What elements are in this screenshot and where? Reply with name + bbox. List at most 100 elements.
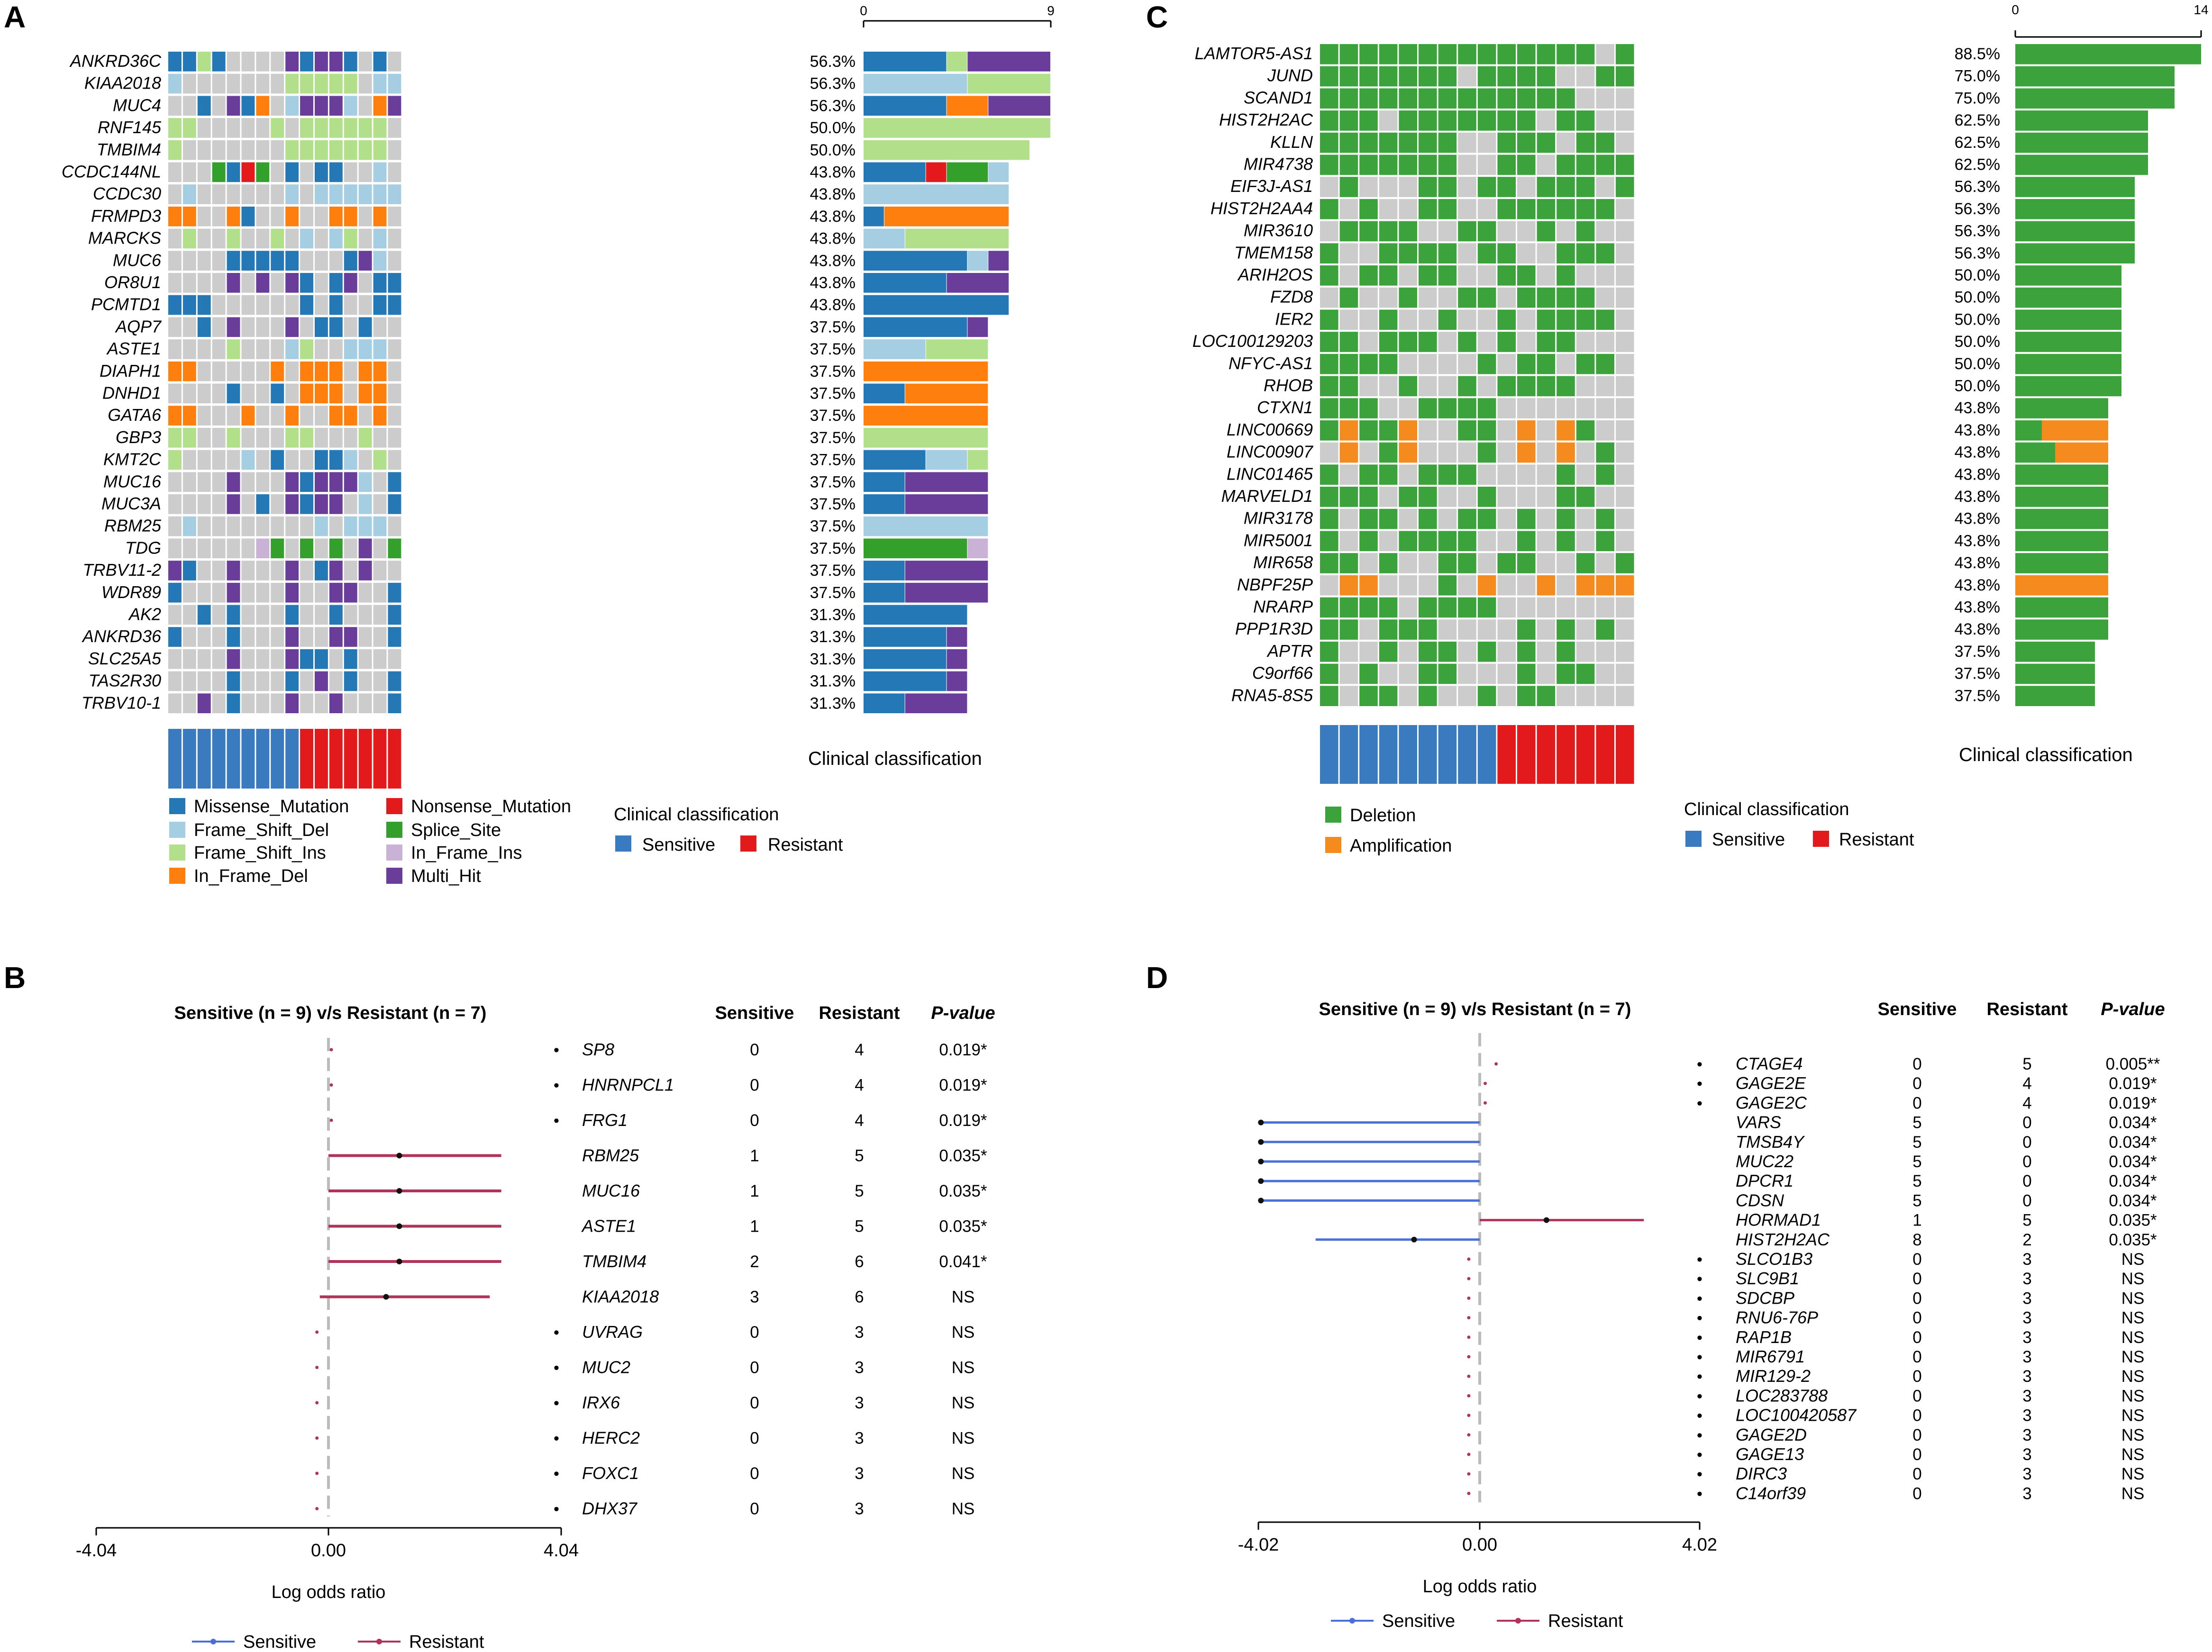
panel-c-cell [1477, 154, 1496, 175]
panel-c-cell [1339, 641, 1358, 662]
panel-d-col-pvalue: P-value [2101, 999, 2165, 1019]
panel-a-cell [358, 52, 372, 72]
panel-c-cell [1399, 619, 1417, 640]
panel-c-cell [1616, 464, 1634, 485]
panel-a-cell [182, 450, 196, 470]
panel-c-cell [1379, 110, 1398, 131]
panel-a-cell [271, 406, 284, 426]
panel-a-cell [344, 494, 357, 514]
panel-c-bar-segment [2015, 619, 2108, 640]
panel-a-cell [212, 96, 226, 116]
panel-c-cell [1419, 309, 1437, 330]
panel-a-cell [168, 52, 182, 72]
panel-c-gene-label: MIR3178 [1244, 508, 1313, 528]
panel-c-cell [1339, 199, 1358, 219]
panel-c-cell [1517, 641, 1536, 662]
panel-c-legend-label: Resistant [1839, 830, 1914, 850]
panel-b-estimate-dot [396, 1259, 402, 1264]
panel-a-cell [315, 516, 328, 536]
panel-c-cell [1379, 309, 1398, 330]
panel-b-resistant-count: 5 [855, 1217, 864, 1236]
panel-c-bar-segment [2015, 575, 2108, 596]
panel-a-cell [197, 162, 211, 182]
panel-c-cell [1596, 686, 1614, 706]
panel-a-cell [315, 295, 328, 315]
panel-d-gene-label: MIR129-2 [1736, 1366, 1811, 1386]
panel-a-cell [241, 538, 255, 559]
panel-b-resistant-count: 3 [855, 1359, 864, 1377]
panel-d-estimate-dot [1411, 1236, 1417, 1243]
panel-b-letter: B [4, 961, 26, 995]
panel-d-gene-label: LOC283788 [1736, 1386, 1828, 1405]
panel-a-cell [358, 140, 372, 160]
panel-d-resistant-count: 3 [2022, 1407, 2031, 1425]
panel-a-cell [197, 96, 211, 116]
panel-d-pvalue: NS [2121, 1465, 2145, 1483]
panel-a-cell [227, 561, 240, 581]
panel-a-clinical-cell [197, 729, 211, 789]
panel-c-gene-label: MARVELD1 [1221, 486, 1313, 506]
panel-a-cell [182, 184, 196, 204]
panel-c-legend-label: Deletion [1350, 806, 1416, 826]
panel-c-cell [1339, 309, 1358, 330]
panel-c-cell [1576, 575, 1595, 596]
panel-d-pvalue: 0.034* [2109, 1153, 2157, 1171]
panel-b-resistant-count: 4 [855, 1111, 864, 1130]
panel-c-percent: 50.0% [1955, 266, 2000, 284]
panel-c-cell [1537, 442, 1556, 463]
panel-c-gene-label: EIF3J-AS1 [1230, 176, 1313, 196]
panel-c-cell [1576, 243, 1595, 263]
panel-a-cell [227, 273, 240, 293]
panel-c-cell [1339, 442, 1358, 463]
panel-a-cell [329, 317, 343, 337]
panel-b-estimate-dot [315, 1507, 319, 1510]
panel-a-cell [271, 162, 284, 182]
panel-a-bar-segment [864, 228, 905, 249]
panel-a-cell [212, 206, 226, 227]
panel-c-bar-segment [2015, 354, 2121, 374]
panel-a-cell [241, 96, 255, 116]
panel-d-estimate-dot [1467, 1472, 1471, 1476]
panel-c-cell [1477, 88, 1496, 109]
panel-a-cell [285, 472, 299, 492]
panel-a-cell [227, 383, 240, 404]
panel-d-bullet: • [1697, 1270, 1702, 1288]
panel-b-col-sensitive: Sensitive [715, 1003, 794, 1023]
panel-a-cell [285, 383, 299, 404]
panel-a-cell [344, 52, 357, 72]
panel-a-cell [358, 427, 372, 448]
panel-c-cell [1339, 508, 1358, 529]
panel-c-cell [1339, 531, 1358, 552]
panel-d-estimate-dot [1484, 1081, 1487, 1085]
panel-b-sensitive-count: 0 [750, 1076, 759, 1095]
panel-b-estimate-dot [315, 1330, 319, 1334]
panel-c-cell [1517, 575, 1536, 596]
panel-a-cell [271, 295, 284, 315]
panel-c-cell [1320, 354, 1338, 374]
panel-a-cell [373, 339, 387, 359]
panel-d-estimate-dot [1258, 1178, 1264, 1184]
panel-a-cell [373, 561, 387, 581]
panel-a-cell [182, 427, 196, 448]
panel-d-resistant-count: 0 [2022, 1153, 2031, 1171]
panel-a-cell [227, 427, 240, 448]
panel-c-gene-label: LINC00907 [1227, 442, 1314, 462]
panel-a-cell [373, 627, 387, 647]
panel-a-clinical-cell [285, 729, 299, 789]
panel-a-cell [300, 538, 313, 559]
panel-c-cell [1458, 154, 1476, 175]
panel-c-cell [1616, 199, 1634, 219]
panel-d-bullet: • [1697, 1348, 1702, 1366]
panel-c-cell [1576, 487, 1595, 507]
panel-c-cnv-oncoplot: C 0 14 LAMTOR5-AS1 88.5% JUND 75.0% SCAND1 75.0%… [1146, 0, 2209, 856]
panel-c-cell [1438, 44, 1457, 64]
panel-a-cell [388, 206, 401, 227]
panel-c-cell [1477, 354, 1496, 374]
panel-a-cell [212, 605, 226, 625]
panel-a-percent: 43.8% [810, 208, 856, 226]
panel-a-cell [329, 472, 343, 492]
panel-a-cell [373, 361, 387, 381]
panel-b-sensitive-count: 0 [750, 1359, 759, 1377]
panel-d-estimate-dot [1467, 1335, 1471, 1339]
